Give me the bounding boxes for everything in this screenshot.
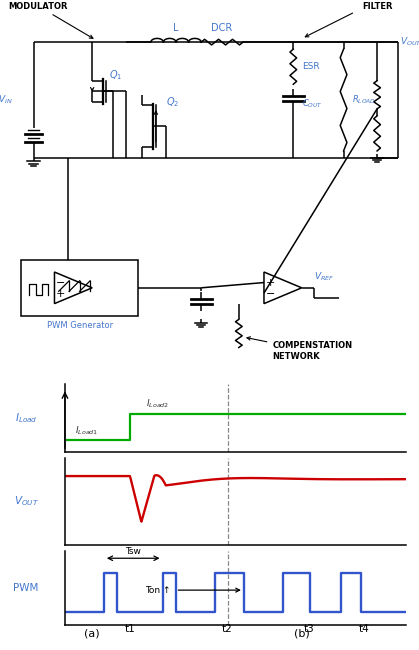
Text: +: + xyxy=(56,289,65,299)
Text: $Q_2$: $Q_2$ xyxy=(166,95,179,109)
Text: $V_{IN}$: $V_{IN}$ xyxy=(0,94,13,107)
Text: L: L xyxy=(173,23,179,33)
Text: PWM Generator: PWM Generator xyxy=(47,321,113,330)
Text: DCR: DCR xyxy=(212,23,233,33)
Text: −: − xyxy=(266,289,275,299)
Y-axis label: $V_{OUT}$: $V_{OUT}$ xyxy=(13,495,39,508)
Text: COMPENSTATION
NETWORK: COMPENSTATION NETWORK xyxy=(247,337,352,361)
Text: t2: t2 xyxy=(222,624,233,634)
Text: Tsw: Tsw xyxy=(125,547,141,556)
Text: −: − xyxy=(56,278,65,287)
Text: $R_{LOAD}$: $R_{LOAD}$ xyxy=(352,94,376,107)
Text: t3: t3 xyxy=(303,624,314,634)
Text: (a): (a) xyxy=(84,629,100,638)
Text: t4: t4 xyxy=(359,624,370,634)
Y-axis label: $I_{Load}$: $I_{Load}$ xyxy=(15,411,37,425)
Y-axis label: PWM: PWM xyxy=(13,583,39,593)
Text: $I_{Load1}$: $I_{Load1}$ xyxy=(75,424,98,437)
Polygon shape xyxy=(54,272,92,304)
Text: $Q_1$: $Q_1$ xyxy=(109,68,122,83)
Text: ESR: ESR xyxy=(302,62,319,72)
Text: $I_{Load2}$: $I_{Load2}$ xyxy=(146,398,170,410)
Text: $C_{OUT}$: $C_{OUT}$ xyxy=(302,98,322,110)
Text: MODULATOR: MODULATOR xyxy=(8,1,93,38)
Text: OUTPUT
FILTER: OUTPUT FILTER xyxy=(305,0,396,37)
Text: $V_{OUT}$: $V_{OUT}$ xyxy=(400,36,419,48)
Text: t1: t1 xyxy=(124,624,135,634)
Text: Ton ↑: Ton ↑ xyxy=(145,586,171,595)
Bar xyxy=(21,260,138,316)
Text: $V_{REF}$: $V_{REF}$ xyxy=(314,270,334,283)
Text: +: + xyxy=(266,278,275,287)
Text: (b): (b) xyxy=(294,629,310,638)
Polygon shape xyxy=(264,272,302,304)
